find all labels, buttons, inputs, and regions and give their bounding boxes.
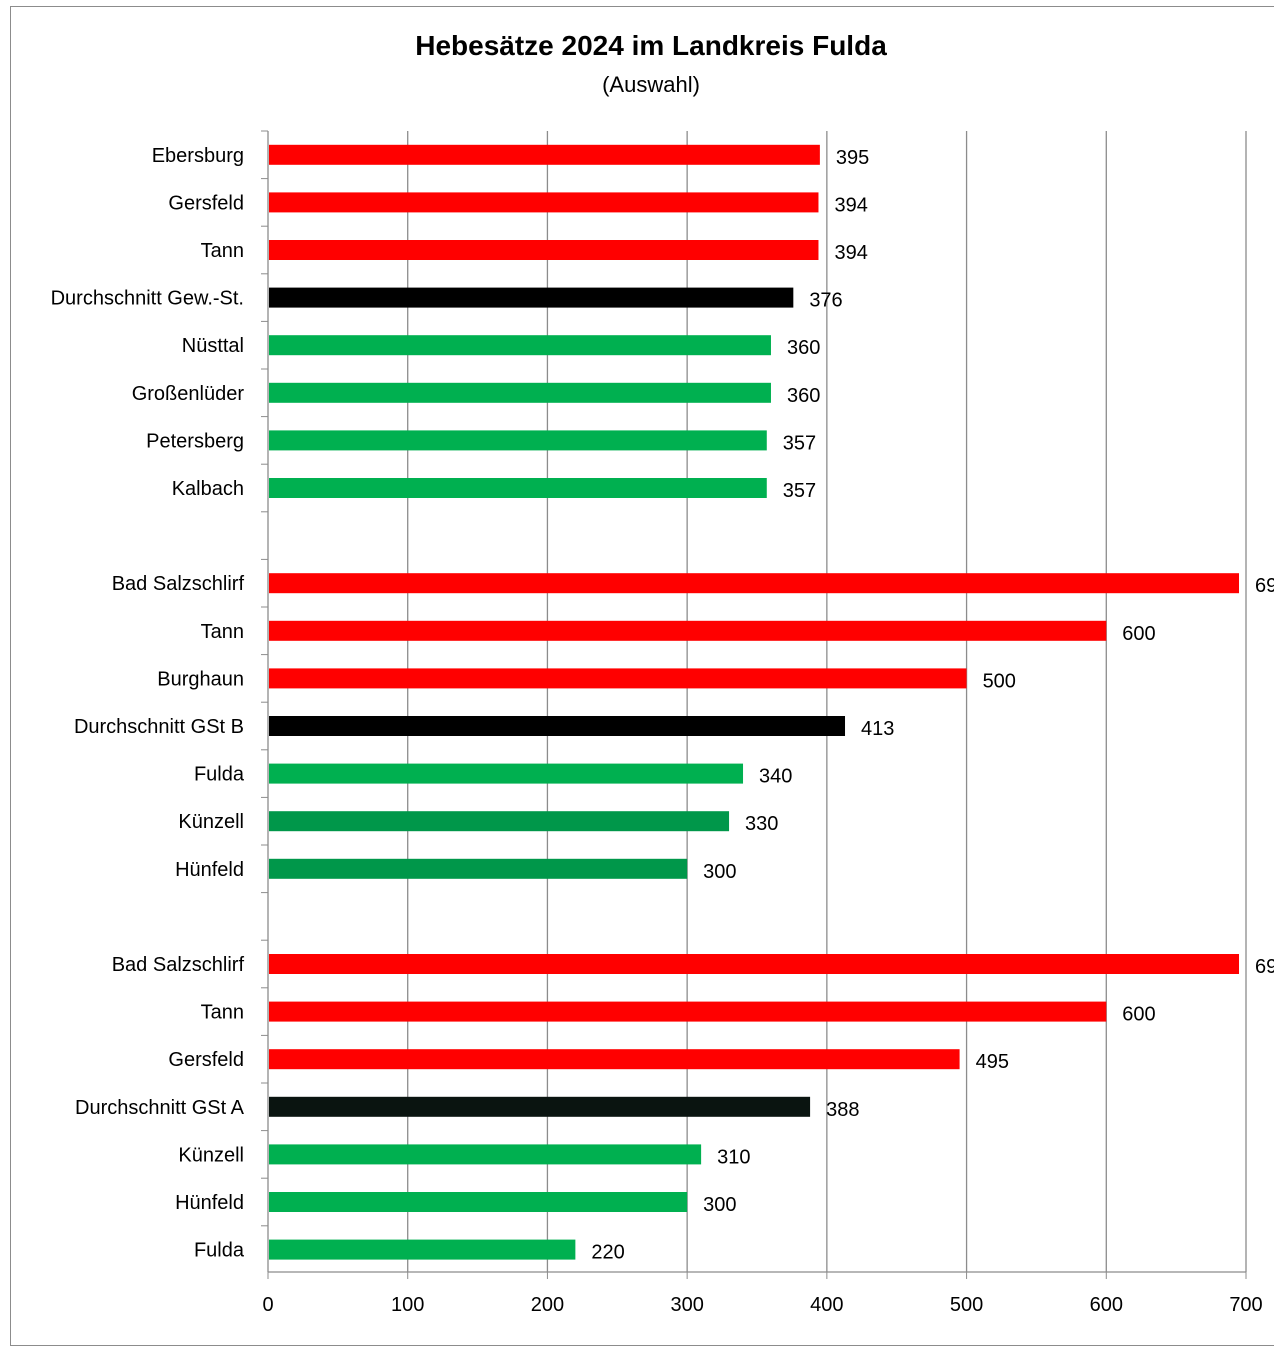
category-label: Großenlüder [132, 383, 245, 405]
bar [269, 954, 1240, 974]
value-label: 360 [787, 337, 820, 359]
bar [269, 478, 767, 498]
category-label: Petersberg [146, 430, 244, 452]
x-tick-label: 200 [531, 1294, 564, 1316]
value-label: 376 [809, 290, 842, 312]
category-label: Tann [201, 621, 244, 643]
value-label: 360 [787, 385, 820, 407]
category-label: Hünfeld [175, 1192, 244, 1214]
x-tick-label: 500 [950, 1294, 983, 1316]
bar [269, 144, 820, 165]
category-label: Kalbach [172, 478, 244, 500]
category-label: Durchschnitt Gew.-St. [51, 288, 244, 310]
value-label: 395 [836, 147, 869, 169]
bar [269, 287, 794, 308]
bar [269, 1096, 811, 1117]
bar [269, 382, 771, 403]
value-label: 220 [591, 1242, 624, 1264]
bar [269, 716, 846, 736]
category-label: Gersfeld [168, 1049, 244, 1071]
bar [269, 858, 688, 879]
value-label: 340 [759, 766, 792, 788]
category-label: Hünfeld [175, 859, 244, 881]
value-label: 600 [1122, 1004, 1155, 1026]
category-label: Fulda [194, 764, 245, 786]
category-label: Burghaun [157, 668, 244, 690]
bar [269, 1049, 960, 1070]
bar [269, 1144, 702, 1165]
value-label: 413 [861, 718, 894, 740]
bar [269, 240, 819, 260]
x-tick-label: 100 [391, 1294, 424, 1316]
category-label: Gersfeld [168, 192, 244, 214]
bar [269, 1001, 1107, 1022]
bar [269, 1192, 688, 1212]
bar [269, 335, 771, 356]
category-label: Durchschnitt GSt A [75, 1097, 245, 1119]
category-label: Bad Salzschlirf [112, 573, 245, 595]
value-label: 69 [1255, 956, 1274, 978]
category-label: Fulda [194, 1240, 245, 1262]
category-label: Durchschnitt GSt B [74, 716, 244, 738]
value-label: 394 [834, 194, 867, 216]
value-label: 310 [717, 1146, 750, 1168]
x-tick-label: 700 [1229, 1294, 1262, 1316]
value-label: 69 [1255, 575, 1274, 597]
bar [269, 763, 744, 784]
x-tick-label: 600 [1090, 1294, 1123, 1316]
bar [269, 1239, 576, 1260]
bar [269, 620, 1107, 641]
category-label: Künzell [178, 811, 244, 833]
x-tick-label: 0 [262, 1294, 273, 1316]
value-label: 330 [745, 813, 778, 835]
value-label: 300 [703, 1194, 736, 1216]
category-label: Ebersburg [152, 145, 244, 167]
category-label: Tann [201, 1002, 244, 1024]
category-label: Bad Salzschlirf [112, 954, 245, 976]
value-label: 388 [826, 1099, 859, 1121]
bar [269, 430, 767, 451]
value-label: 495 [976, 1051, 1009, 1073]
bar [269, 668, 967, 689]
bar [269, 573, 1240, 594]
value-label: 357 [783, 432, 816, 454]
value-label: 394 [834, 242, 867, 264]
chart-title: Hebesätze 2024 im Landkreis Fulda [415, 30, 887, 61]
category-label: Tann [201, 240, 244, 262]
value-label: 357 [783, 480, 816, 502]
bar [269, 192, 819, 213]
x-tick-label: 400 [810, 1294, 843, 1316]
value-label: 600 [1122, 623, 1155, 645]
category-label: Künzell [178, 1144, 244, 1166]
bar [269, 811, 730, 832]
value-label: 500 [983, 670, 1016, 692]
x-tick-label: 300 [670, 1294, 703, 1316]
value-label: 300 [703, 861, 736, 883]
category-label: Nüsttal [182, 335, 244, 357]
chart-subtitle: (Auswahl) [602, 72, 700, 97]
